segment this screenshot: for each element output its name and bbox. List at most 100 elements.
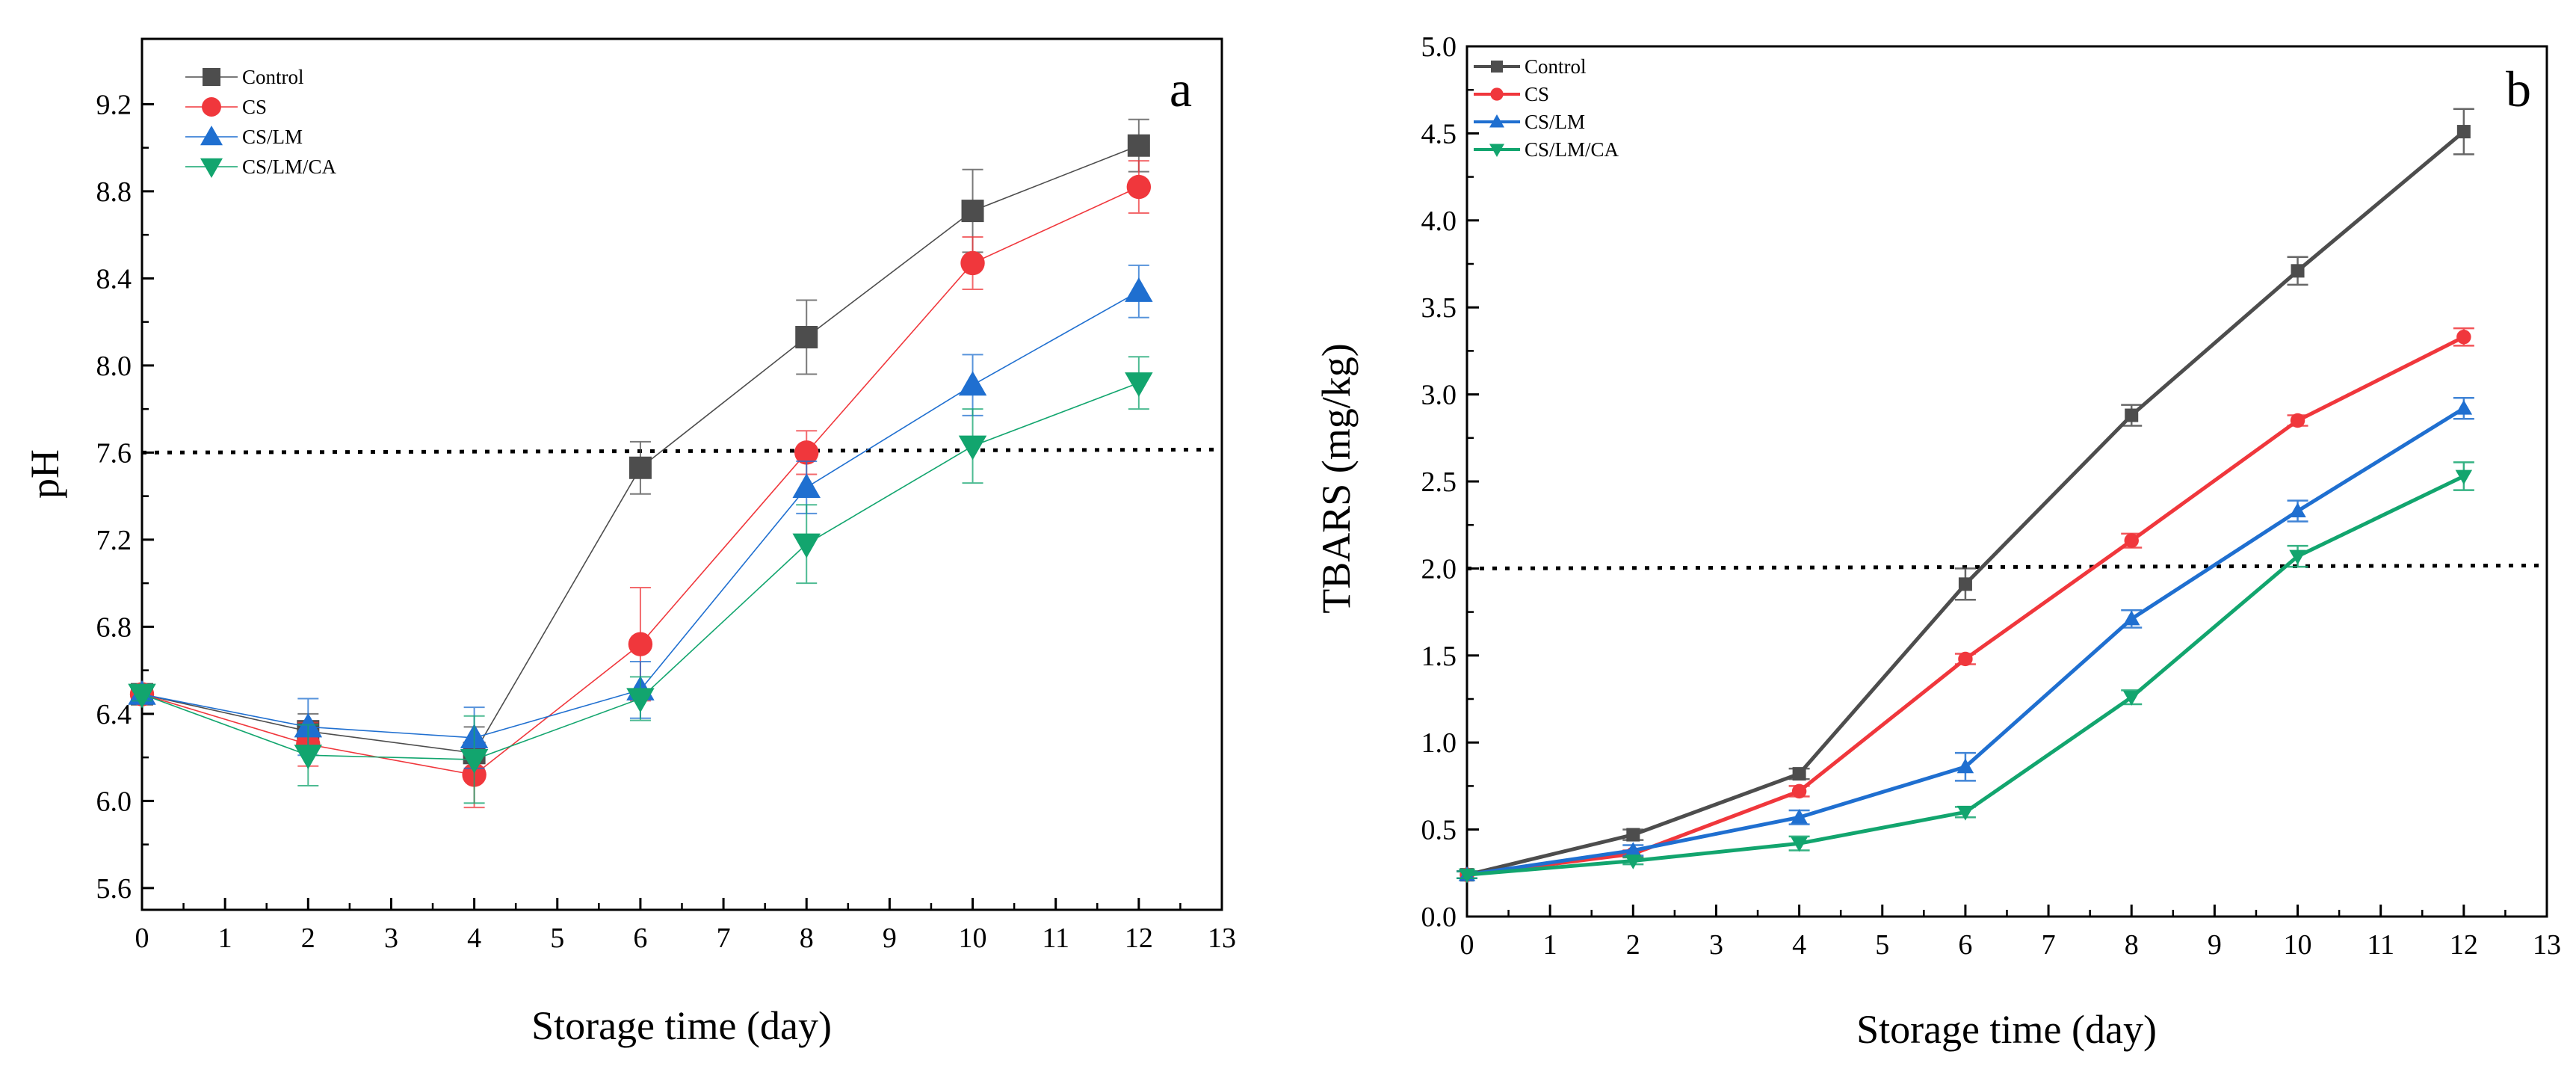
data-point — [628, 456, 652, 479]
legend-marker — [203, 68, 220, 86]
panel-label: b — [2506, 61, 2531, 117]
data-point — [128, 683, 156, 709]
x-tick-label: 8 — [2125, 929, 2139, 961]
legend-entry: CS/LM — [1474, 111, 1585, 133]
data-point — [2289, 502, 2306, 518]
x-tick-label: 13 — [2533, 929, 2561, 961]
y-tick-label: 3.5 — [1421, 292, 1457, 324]
data-point — [2125, 408, 2139, 422]
legend-label: Control — [242, 66, 304, 88]
y-tick-label: 6.4 — [96, 699, 132, 730]
x-tick-label: 1 — [218, 923, 232, 954]
legend-label: CS/LM/CA — [242, 155, 337, 178]
legend-marker — [1490, 87, 1504, 101]
data-point — [795, 326, 818, 349]
y-tick-label: 1.0 — [1421, 727, 1457, 759]
data-point — [2289, 549, 2306, 565]
x-tick-label: 2 — [1626, 929, 1640, 961]
x-tick-label: 10 — [959, 923, 987, 954]
data-point — [792, 473, 821, 499]
data-point — [1958, 651, 1973, 667]
y-tick-label: 7.6 — [96, 437, 132, 469]
x-tick-label: 5 — [1875, 929, 1889, 961]
data-point — [961, 200, 984, 223]
legend-label: Control — [1525, 55, 1587, 78]
data-point — [1626, 828, 1640, 842]
y-axis-label: TBARS (mg/kg) — [1314, 343, 1359, 614]
y-tick-label: 3.0 — [1421, 380, 1457, 411]
y-tick-label: 4.0 — [1421, 206, 1457, 237]
y-axis-label: pH — [22, 449, 67, 499]
data-point — [1956, 758, 1974, 774]
y-tick-label: 6.8 — [96, 612, 132, 643]
data-point — [1958, 577, 1972, 591]
legend-marker — [1489, 144, 1504, 157]
legend-label: CS/LM — [242, 126, 303, 148]
x-tick-label: 0 — [1460, 929, 1474, 961]
y-tick-label: 0.0 — [1421, 902, 1457, 933]
data-point — [1125, 277, 1153, 302]
x-tick-label: 7 — [2042, 929, 2056, 961]
legend-marker — [1489, 114, 1504, 128]
data-point — [1125, 372, 1153, 397]
legend-entry: CS/LM — [185, 126, 303, 148]
x-tick-label: 7 — [717, 923, 731, 954]
series-line — [1466, 407, 2465, 877]
x-tick-label: 12 — [1125, 923, 1153, 954]
x-tick-label: 3 — [1709, 929, 1723, 961]
y-tick-label: 0.5 — [1421, 815, 1457, 846]
data-point — [2291, 264, 2305, 278]
data-point — [1792, 767, 1806, 781]
y-tick-label: 8.4 — [96, 263, 132, 295]
legend: Control CS CS/LM CS/LM/CA — [1474, 55, 1619, 161]
x-tick-label: 11 — [1042, 923, 1069, 954]
series-line — [1466, 335, 2465, 877]
legend-entry: Control — [185, 66, 304, 88]
data-point — [2290, 413, 2305, 428]
data-point — [1458, 868, 1476, 884]
data-point — [2122, 691, 2140, 706]
data-point — [1127, 134, 1150, 157]
data-point — [1625, 854, 1642, 869]
data-point — [1791, 837, 1808, 852]
x-tick-label: 6 — [633, 923, 647, 954]
data-point — [960, 250, 985, 276]
x-tick-label: 11 — [2367, 929, 2394, 961]
legend-marker — [200, 126, 223, 146]
data-point — [1625, 842, 1642, 857]
x-tick-label: 13 — [1208, 923, 1236, 954]
legend-entry: CS/LM/CA — [185, 155, 337, 178]
data-point — [792, 533, 821, 558]
series-cs-lm-ca — [128, 356, 1153, 804]
y-tick-label: 5.0 — [1421, 31, 1457, 63]
x-tick-label: 1 — [1543, 929, 1557, 961]
series-cs-lm-ca — [1457, 461, 2474, 884]
legend-entry: CS — [185, 96, 267, 118]
legend: Control CS CS/LM CS/LM/CA — [185, 66, 337, 178]
legend-marker — [202, 97, 221, 117]
x-axis-label: Storage time (day) — [531, 1003, 832, 1048]
x-tick-label: 8 — [800, 923, 814, 954]
data-point — [1791, 809, 1808, 824]
series-control — [1457, 108, 2474, 882]
threshold-line — [1466, 563, 2548, 570]
data-point — [958, 371, 987, 396]
data-point — [626, 688, 655, 713]
legend-entry: CS/LM/CA — [1474, 138, 1619, 161]
data-point — [1956, 805, 1974, 821]
legend-label: CS — [1525, 83, 1549, 105]
x-tick-label: 9 — [883, 923, 897, 954]
x-tick-label: 4 — [467, 923, 481, 954]
x-tick-label: 12 — [2450, 929, 2478, 961]
y-tick-label: 9.2 — [96, 89, 132, 120]
data-point — [628, 632, 653, 656]
y-tick-label: 6.0 — [96, 786, 132, 817]
series-cs — [1457, 327, 2474, 882]
x-tick-label: 4 — [1792, 929, 1806, 961]
threshold-line — [141, 447, 1223, 455]
x-tick-label: 9 — [2208, 929, 2222, 961]
plot-frame — [1465, 45, 2548, 918]
series-cs-lm — [1457, 397, 2474, 881]
y-tick-label: 4.5 — [1421, 118, 1457, 150]
